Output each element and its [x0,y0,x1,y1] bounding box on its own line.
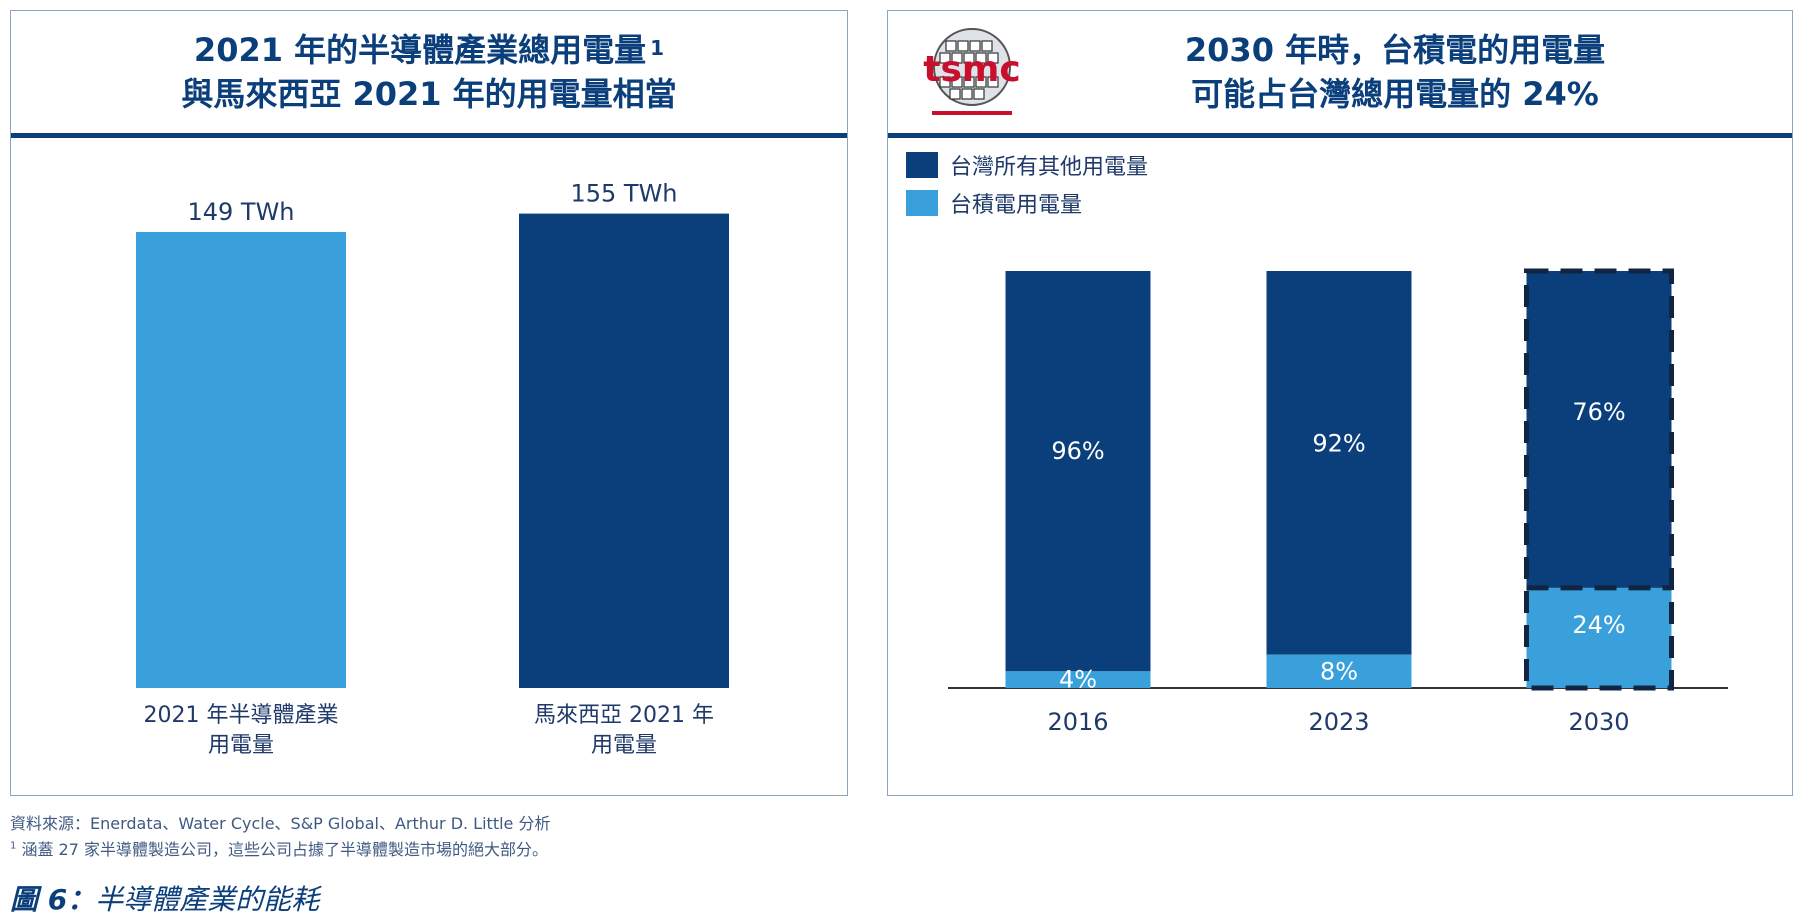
source-note: 資料來源：Enerdata、Water Cycle、S&P Global、Art… [10,814,551,833]
category-label: 2021 年半導體產業 [144,703,339,728]
legend-label: 台灣所有其他用電量 [950,155,1149,180]
legend-label: 台積電用電量 [950,193,1083,218]
bar-2 [519,213,729,688]
legend-item-others: 台灣所有其他用電量 [906,146,1148,184]
figure-caption: 圖 6：半導體產業的能耗 [10,878,319,918]
segment-label-tsmc: 24% [1572,611,1625,639]
caption-text: 半導體產業的能耗 [95,883,320,916]
segment-label-tsmc: 8% [1320,657,1358,685]
bar-segment-tsmc [1266,654,1412,688]
bar-segment-others [1266,271,1412,655]
tsmc-logo: tsmc [923,28,1021,115]
legend-swatch [906,152,938,178]
chart-panel-semiconductor-vs-malaysia: 2021 年的半導體產業總用電量 1 與馬來西亞 2021 年的用電量相當 149… [10,10,848,796]
x-tick-label: 2023 [1308,708,1369,736]
footnote-marker: 1 [10,840,17,852]
segment-label-others: 76% [1572,398,1625,426]
category-label: 用電量 [591,733,657,758]
x-tick-label: 2030 [1568,708,1629,736]
title-line-1-text: 2021 年的半導體產業總用電量 [193,31,647,69]
legend-swatch [906,190,938,216]
caption-label: 圖 6： [10,883,96,916]
footnote: 1 涵蓋 27 家半導體製造公司，這些公司占據了半導體製造市場的絕大部分。 [10,836,548,860]
title-line-1: 2030 年時，台積電的用電量 [1184,31,1606,69]
bar-value-label: 155 TWh [570,180,677,208]
legend-item-tsmc: 台積電用電量 [906,184,1148,222]
bar-segment-tsmc [1005,671,1151,688]
bar-segment-tsmc [1526,587,1672,688]
chart-panel-tsmc-share: 2030 年時，台積電的用電量 可能占台灣總用電量的 24% tsmc 台灣所有… [887,10,1793,796]
bar-segment-others [1005,271,1151,672]
stacked-bar-chart-share: 96% 4% 2016 92% 8% 2023 76% 24% 2030 [948,268,1728,736]
x-tick-label: 2016 [1047,708,1108,736]
category-label: 馬來西亞 2021 年 [534,703,714,728]
panel-title: 2021 年的半導體產業總用電量 1 與馬來西亞 2021 年的用電量相當 [11,11,847,138]
footnote-text: 涵蓋 27 家半導體製造公司，這些公司占據了半導體製造市場的絕大部分。 [21,840,549,859]
bar-segment-others [1526,271,1672,588]
title-line-2: 與馬來西亞 2021 年的用電量相當 [181,75,677,113]
title-line-1: 2021 年的半導體產業總用電量 1 [194,28,664,72]
panel-title: 2030 年時，台積電的用電量 可能占台灣總用電量的 24% [888,11,1792,138]
segment-label-others: 96% [1051,437,1104,465]
footnote-marker: 1 [650,36,665,60]
segment-label-tsmc: 4% [1059,666,1097,694]
legend: 台灣所有其他用電量 台積電用電量 [906,146,1148,222]
bar-value-label: 149 TWh [187,198,294,226]
title-line-2: 可能占台灣總用電量的 24% [1191,75,1599,113]
bar-1 [136,231,346,688]
tsmc-logo-text: tsmc [923,49,1021,90]
segment-label-others: 92% [1312,429,1365,457]
category-label: 用電量 [208,733,274,758]
projection-outline [1524,268,1674,691]
